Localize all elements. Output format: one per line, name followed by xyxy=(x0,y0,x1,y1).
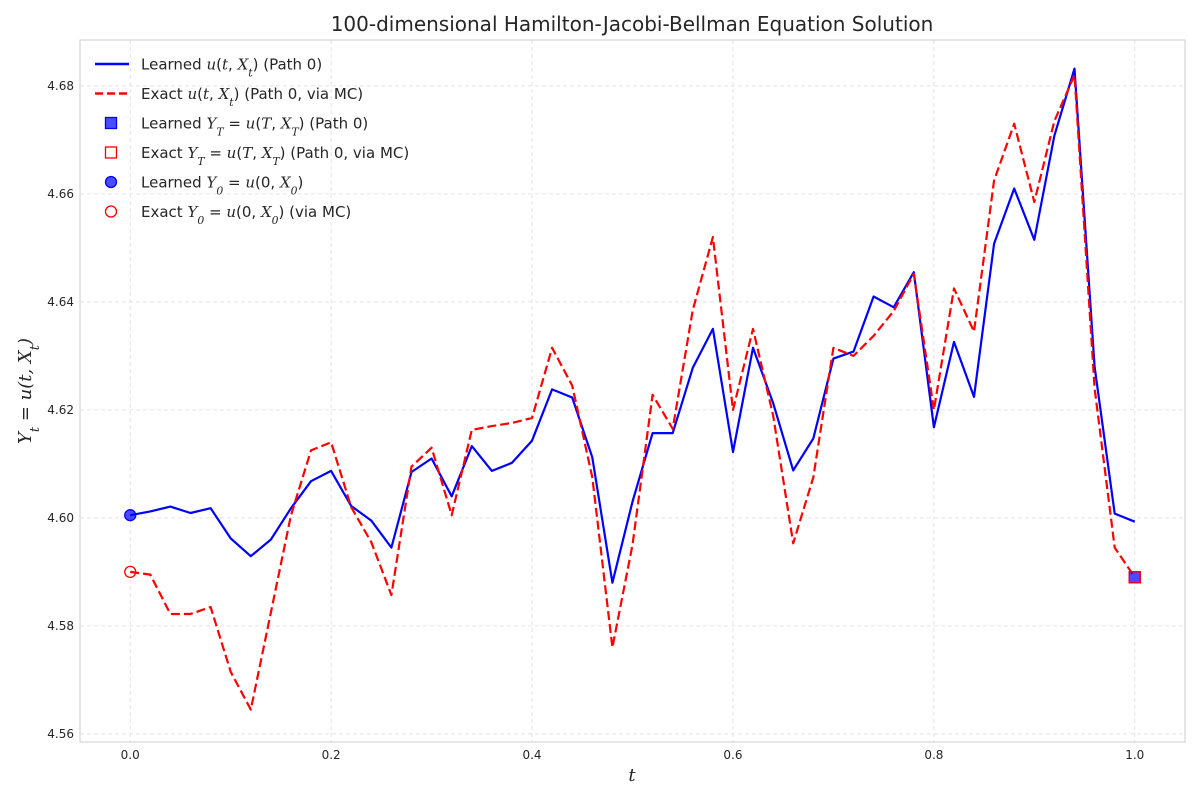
legend-label: Learned u(t, Xt) (Path 0) xyxy=(141,56,322,80)
chart-title: 100-dimensional Hamilton-Jacobi-Bellman … xyxy=(331,12,934,36)
x-tick-labels: 0.0 0.2 0.4 0.6 0.8 1.0 xyxy=(121,748,1145,762)
x-tick-label: 0.4 xyxy=(522,748,541,762)
x-tick-label: 0.8 xyxy=(924,748,943,762)
legend: Learned u(t, Xt) (Path 0) Exact u(t, Xt) … xyxy=(95,56,409,227)
y-tick-label: 4.66 xyxy=(47,187,74,201)
y-tick-label: 4.60 xyxy=(47,511,74,525)
legend-entry: Learned YT = u(T, XT) (Path 0) xyxy=(104,115,368,139)
x-tick-label: 1.0 xyxy=(1125,748,1144,762)
legend-label: Exact u(t, Xt) (Path 0, via MC) xyxy=(141,85,363,109)
plot-area xyxy=(80,40,1185,742)
legend-entry: Exact Y0 = u(0, X0) (via MC) xyxy=(104,203,351,227)
x-tick-label: 0.6 xyxy=(723,748,742,762)
x-axis-label: t xyxy=(628,765,636,786)
legend-entry: Exact YT = u(T, XT) (Path 0, via MC) xyxy=(104,144,409,168)
x-tick-label: 0.0 xyxy=(121,748,140,762)
legend-entry: Learned Y0 = u(0, X0) xyxy=(104,174,303,198)
exact-solution-line xyxy=(130,73,1136,711)
legend-marker-swatch xyxy=(104,116,118,130)
y-axis-label: Yt = u(t, Xt) xyxy=(15,338,43,444)
legend-label: Learned Y0 = u(0, X0) xyxy=(141,174,303,198)
grid-lines xyxy=(80,40,1185,742)
y-tick-label: 4.68 xyxy=(47,79,74,93)
legend-marker-swatch xyxy=(104,146,118,159)
y-tick-label: 4.58 xyxy=(47,619,74,633)
legend-label: Exact YT = u(T, XT) (Path 0, via MC) xyxy=(141,144,409,168)
y-tick-label: 4.62 xyxy=(47,403,74,417)
legend-label: Exact Y0 = u(0, X0) (via MC) xyxy=(141,203,351,227)
marker-layer xyxy=(124,509,1141,584)
learned-terminal-marker xyxy=(1128,571,1141,584)
y-tick-label: 4.64 xyxy=(47,295,74,309)
series-layer xyxy=(129,67,1136,711)
y-tick-labels: 4.56 4.58 4.60 4.62 4.64 4.66 4.68 xyxy=(47,79,74,741)
exact-terminal-marker xyxy=(1128,571,1141,584)
plot-frame xyxy=(79,39,1186,743)
legend-label: Learned YT = u(T, XT) (Path 0) xyxy=(141,115,368,139)
legend-entry: Learned u(t, Xt) (Path 0) xyxy=(95,56,322,80)
exact-initial-marker xyxy=(124,565,137,579)
learned-solution-line xyxy=(129,67,1136,584)
legend-marker-swatch xyxy=(104,205,118,218)
learned-initial-marker xyxy=(124,509,137,522)
legend-entry: Exact u(t, Xt) (Path 0, via MC) xyxy=(95,85,363,109)
y-tick-label: 4.56 xyxy=(47,727,74,741)
x-tick-label: 0.2 xyxy=(322,748,341,762)
legend-marker-swatch xyxy=(104,175,118,189)
